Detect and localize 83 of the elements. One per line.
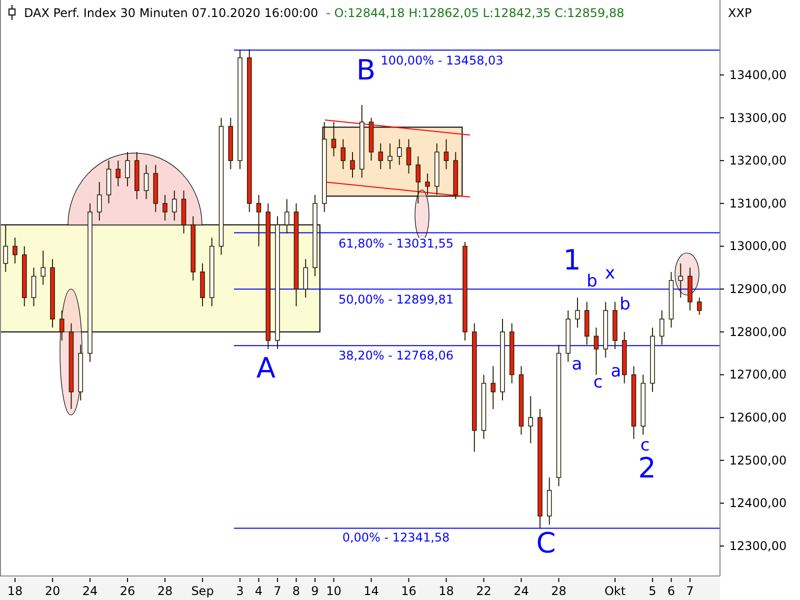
x-tick-label: Okt: [604, 584, 626, 598]
candlestick: [144, 164, 149, 200]
annotation: b: [620, 294, 630, 315]
y-tick-label: 12700,00: [729, 368, 787, 382]
annotation: B: [356, 54, 376, 87]
y-tick-label: 12800,00: [729, 324, 787, 339]
x-tick-label: 16: [401, 584, 416, 598]
text: DAX Perf. Index 30 Minuten 07.10.2020 16:00:00: [24, 6, 318, 20]
y-tick-label: 13100,00: [729, 196, 787, 210]
annotation: 38,20% - 12768,06: [338, 348, 454, 362]
candlestick: [256, 194, 262, 247]
candlestick: [528, 396, 534, 444]
candlestick: [425, 172, 430, 196]
candlestick: [59, 310, 64, 341]
y-tick-label: 12900,00: [729, 282, 787, 296]
candlestick: [96, 182, 102, 222]
x-tick-label: 9: [311, 584, 319, 598]
x-tick-label: 10: [326, 584, 342, 598]
candlestick: [416, 156, 421, 204]
y-tick-label: 13400,00: [729, 68, 787, 82]
y-tick-label: 13200,00: [729, 154, 787, 168]
x-tick-label: 8: [292, 584, 300, 598]
x-tick-label: 14: [364, 584, 379, 598]
candlestick: [340, 138, 346, 170]
candlestick: [659, 310, 664, 346]
candlestick: [696, 297, 702, 316]
candlestick: [444, 138, 449, 170]
y-tick-label: 13300,00: [729, 110, 787, 125]
candlestick: [3, 224, 8, 272]
y-tick-label: 12600,00: [729, 410, 787, 425]
y-tick-label: 12300,00: [729, 539, 787, 554]
x-tick-label: 4: [254, 584, 263, 598]
x-tick-label: 24: [82, 584, 98, 598]
annotation: x: [604, 264, 616, 284]
annotation: 50,00% - 12899,81: [338, 292, 454, 306]
annotation: b: [586, 272, 598, 292]
candlestick: [575, 297, 580, 328]
y-tick-label: 12400,00: [729, 496, 787, 510]
x-tick-label: 18: [438, 584, 454, 598]
x-tick-label: 6: [667, 584, 676, 598]
annotation: a: [572, 354, 582, 375]
text: XXP: [728, 6, 752, 20]
annotation: C: [536, 526, 556, 560]
candlestick: [331, 122, 336, 157]
candlestick: [678, 262, 684, 298]
x-tick-label: 20: [44, 584, 60, 598]
x-tick-label: 7: [274, 584, 282, 598]
x-tick-label: 28: [157, 584, 173, 598]
text: - O:12844,18 H:12862,05 L:12842,35 C:12859,88: [326, 6, 624, 20]
candlestick: [406, 138, 412, 174]
candlestick: [162, 194, 168, 222]
x-tick-label: 7: [686, 584, 694, 598]
candlestick: [490, 366, 496, 410]
candlestick: [116, 160, 121, 187]
annotation: a: [610, 362, 622, 382]
x-tick-label: 24: [514, 584, 529, 598]
y-tick-label: 12500,00: [729, 453, 787, 468]
candlestick: [172, 190, 177, 222]
x-tick-label: 22: [476, 584, 492, 598]
x-tick-label: 5: [648, 584, 656, 598]
annotation: 0,00% - 12341,58: [342, 530, 450, 544]
annotation: 1: [563, 244, 581, 277]
x-tick-label: Sep: [191, 584, 214, 598]
candlestick: [350, 152, 355, 178]
candlestick: [40, 250, 46, 286]
candlestick: [378, 142, 384, 170]
annotation: A: [256, 352, 276, 385]
candlestick: [388, 142, 392, 170]
candlestick: [396, 138, 402, 166]
annotation: 100,00% - 13458,03: [380, 53, 504, 68]
y-tick-label: 13000,00: [729, 239, 787, 254]
candlestick: [125, 152, 130, 187]
annotation: c: [593, 372, 603, 393]
candlestick: [594, 327, 599, 376]
x-tick-label: 28: [551, 584, 566, 598]
candlestick: [31, 267, 36, 307]
x-tick-label: 3: [236, 584, 244, 598]
x-tick-label: 18: [7, 584, 23, 598]
candlestick: [303, 258, 308, 298]
candlestick: [284, 198, 290, 234]
x-tick-label: 26: [120, 584, 136, 598]
annotation: 61,80% - 13031,55: [338, 236, 454, 250]
candlestick: [12, 237, 18, 264]
